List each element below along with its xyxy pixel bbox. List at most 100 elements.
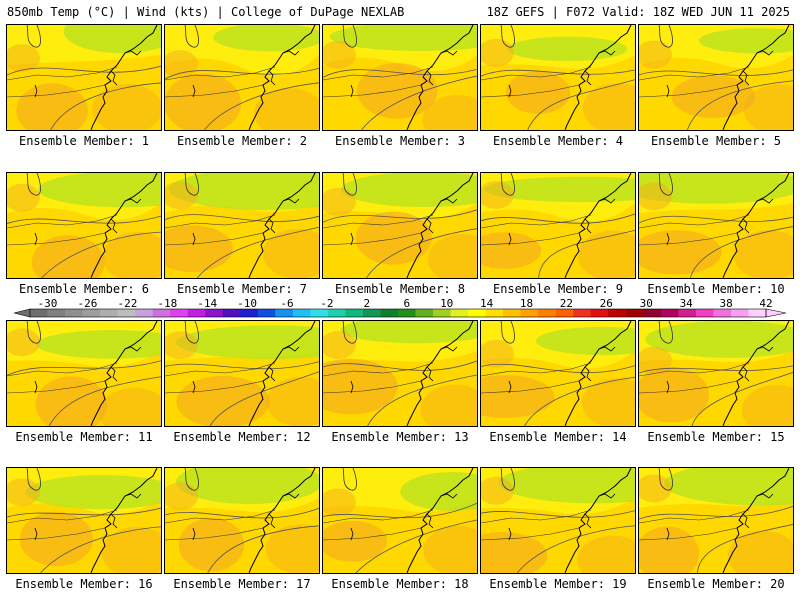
ensemble-member-panel: Ensemble Member: 4 (480, 24, 636, 148)
ensemble-member-panel: Ensemble Member: 2 (164, 24, 320, 148)
temperature-field-map (165, 173, 319, 278)
ensemble-member-map (322, 320, 478, 427)
ensemble-member-map (322, 467, 478, 574)
colorbar-tick-label: 22 (560, 297, 573, 310)
ensemble-member-map (6, 24, 162, 131)
ensemble-member-panel: Ensemble Member: 1 (6, 24, 162, 148)
colorbar-tick-label: 26 (600, 297, 613, 310)
ensemble-member-panel: Ensemble Member: 13 (322, 320, 478, 444)
ensemble-member-panel: Ensemble Member: 19 (480, 467, 636, 591)
colorbar-tick-label: 34 (680, 297, 694, 310)
colorbar-tick-label: 14 (480, 297, 494, 310)
ensemble-member-map (322, 24, 478, 131)
ensemble-member-panel: Ensemble Member: 20 (638, 467, 794, 591)
ensemble-member-label: Ensemble Member: 19 (489, 577, 627, 591)
ensemble-member-label: Ensemble Member: 13 (331, 430, 469, 444)
temperature-field-map (481, 321, 635, 426)
temperature-field-map (323, 25, 477, 130)
colorbar-tick-label: -14 (197, 297, 217, 310)
ensemble-member-label: Ensemble Member: 1 (18, 134, 150, 148)
ensemble-member-label: Ensemble Member: 5 (650, 134, 782, 148)
ensemble-member-label: Ensemble Member: 8 (334, 282, 466, 296)
colorbar-tick-label: 6 (403, 297, 410, 310)
ensemble-member-label: Ensemble Member: 17 (173, 577, 311, 591)
ensemble-member-map (638, 467, 794, 574)
ensemble-member-label: Ensemble Member: 16 (15, 577, 153, 591)
colorbar-tick-label: -10 (237, 297, 257, 310)
temperature-field-map (165, 25, 319, 130)
ensemble-member-label: Ensemble Member: 6 (18, 282, 150, 296)
temperature-field-map (481, 25, 635, 130)
temperature-field-map (165, 468, 319, 573)
temperature-field-map (639, 321, 793, 426)
ensemble-member-label: Ensemble Member: 7 (176, 282, 308, 296)
colorbar-tick-label: -26 (77, 297, 97, 310)
temperature-field-map (639, 468, 793, 573)
ensemble-member-label: Ensemble Member: 20 (647, 577, 785, 591)
colorbar-tick-label: -6 (280, 297, 293, 310)
ensemble-member-panel: Ensemble Member: 8 (322, 172, 478, 296)
ensemble-member-map (164, 320, 320, 427)
ensemble-member-panel: Ensemble Member: 10 (638, 172, 794, 296)
ensemble-member-map (164, 24, 320, 131)
valid-time-label: 18Z GEFS | F072 Valid: 18Z WED JUN 11 20… (486, 5, 790, 19)
colorbar-tick-label: -30 (38, 297, 58, 310)
colorbar-tick-label: 30 (640, 297, 653, 310)
colorbar-tick-label: 2 (363, 297, 370, 310)
colorbar-tick-label: 10 (440, 297, 453, 310)
ensemble-member-map (480, 172, 636, 279)
ensemble-member-panel: Ensemble Member: 12 (164, 320, 320, 444)
temperature-field-map (639, 25, 793, 130)
ensemble-member-label: Ensemble Member: 15 (647, 430, 785, 444)
ensemble-member-map (164, 467, 320, 574)
ensemble-member-panel: Ensemble Member: 7 (164, 172, 320, 296)
temperature-field-map (323, 468, 477, 573)
colorbar-tick-label: -18 (157, 297, 177, 310)
ensemble-member-label: Ensemble Member: 18 (331, 577, 469, 591)
ensemble-member-map (638, 172, 794, 279)
ensemble-member-panel: Ensemble Member: 16 (6, 467, 162, 591)
ensemble-member-map (322, 172, 478, 279)
ensemble-member-map (6, 320, 162, 427)
temperature-field-map (7, 173, 161, 278)
ensemble-member-map (164, 172, 320, 279)
ensemble-member-label: Ensemble Member: 14 (489, 430, 627, 444)
ensemble-member-panel: Ensemble Member: 15 (638, 320, 794, 444)
map-title: 850mb Temp (°C) | Wind (kts) | College o… (7, 5, 405, 19)
ensemble-member-map (480, 24, 636, 131)
ensemble-member-panel: Ensemble Member: 18 (322, 467, 478, 591)
colorbar-tick-label: 38 (719, 297, 732, 310)
temperature-field-map (7, 321, 161, 426)
temperature-field-map (481, 468, 635, 573)
colorbar-tick-label: -22 (117, 297, 137, 310)
ensemble-member-label: Ensemble Member: 11 (15, 430, 153, 444)
colorbar-tick-label: 18 (520, 297, 533, 310)
ensemble-member-label: Ensemble Member: 4 (492, 134, 624, 148)
ensemble-member-label: Ensemble Member: 3 (334, 134, 466, 148)
ensemble-member-panel: Ensemble Member: 9 (480, 172, 636, 296)
temperature-field-map (7, 25, 161, 130)
temperature-field-map (7, 468, 161, 573)
ensemble-member-map (6, 172, 162, 279)
ensemble-member-map (638, 24, 794, 131)
ensemble-member-map (638, 320, 794, 427)
temperature-colorbar: -30 -26 -22 -18 -14 -10 -6 -2 2 6 10 14 18 22 26 30 34 38… (13, 297, 787, 318)
colorbar-tick-label: 42 (759, 297, 772, 310)
ensemble-member-panel: Ensemble Member: 11 (6, 320, 162, 444)
ensemble-member-map (6, 467, 162, 574)
ensemble-member-panel: Ensemble Member: 6 (6, 172, 162, 296)
ensemble-member-map (480, 320, 636, 427)
ensemble-member-panel: Ensemble Member: 14 (480, 320, 636, 444)
colorbar-tick-label: -2 (320, 297, 333, 310)
ensemble-member-panel: Ensemble Member: 17 (164, 467, 320, 591)
temperature-field-map (323, 321, 477, 426)
ensemble-member-label: Ensemble Member: 2 (176, 134, 308, 148)
temperature-field-map (639, 173, 793, 278)
ensemble-member-label: Ensemble Member: 12 (173, 430, 311, 444)
temperature-field-map (165, 321, 319, 426)
temperature-field-map (481, 173, 635, 278)
ensemble-member-panel: Ensemble Member: 3 (322, 24, 478, 148)
temperature-field-map (323, 173, 477, 278)
ensemble-member-label: Ensemble Member: 10 (647, 282, 785, 296)
ensemble-member-label: Ensemble Member: 9 (492, 282, 624, 296)
